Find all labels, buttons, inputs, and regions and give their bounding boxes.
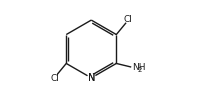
Text: 2: 2 [138,67,142,73]
Text: N: N [88,73,95,83]
Text: N: N [88,73,95,83]
Text: Cl: Cl [50,74,59,83]
Text: Cl: Cl [124,15,133,24]
Text: NH: NH [132,63,146,72]
